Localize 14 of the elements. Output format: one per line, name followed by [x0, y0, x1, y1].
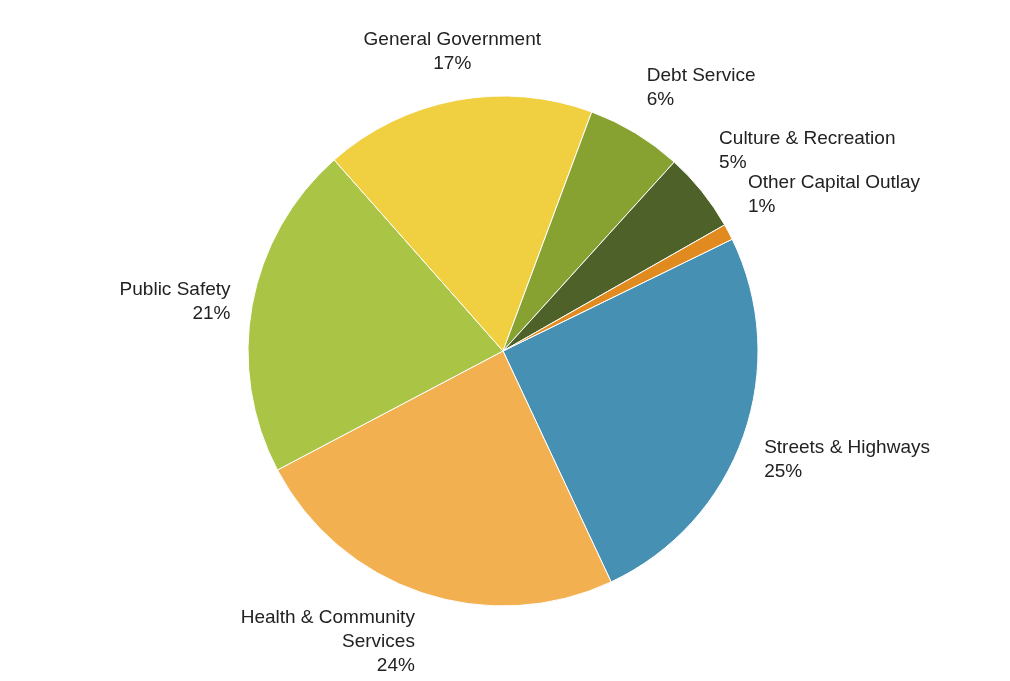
- slice-label: Debt Service: [646, 63, 756, 85]
- data-label: 5%: [719, 151, 747, 173]
- data-label: 6%: [646, 87, 675, 109]
- slice-label: General Government: [363, 28, 542, 50]
- data-label: 21%: [192, 302, 231, 324]
- slice-label: Streets & Highways: [764, 435, 930, 457]
- data-label: 24%: [376, 654, 415, 676]
- slice-label: Health & Community Services: [240, 606, 416, 652]
- slice-label: Culture & Recreation: [719, 127, 896, 149]
- data-label: 17%: [433, 52, 472, 74]
- slice-label: Public Safety: [119, 278, 231, 300]
- data-label: 25%: [764, 459, 803, 481]
- slice-label: Other Capital Outlay: [747, 171, 921, 193]
- data-label: 1%: [747, 195, 776, 217]
